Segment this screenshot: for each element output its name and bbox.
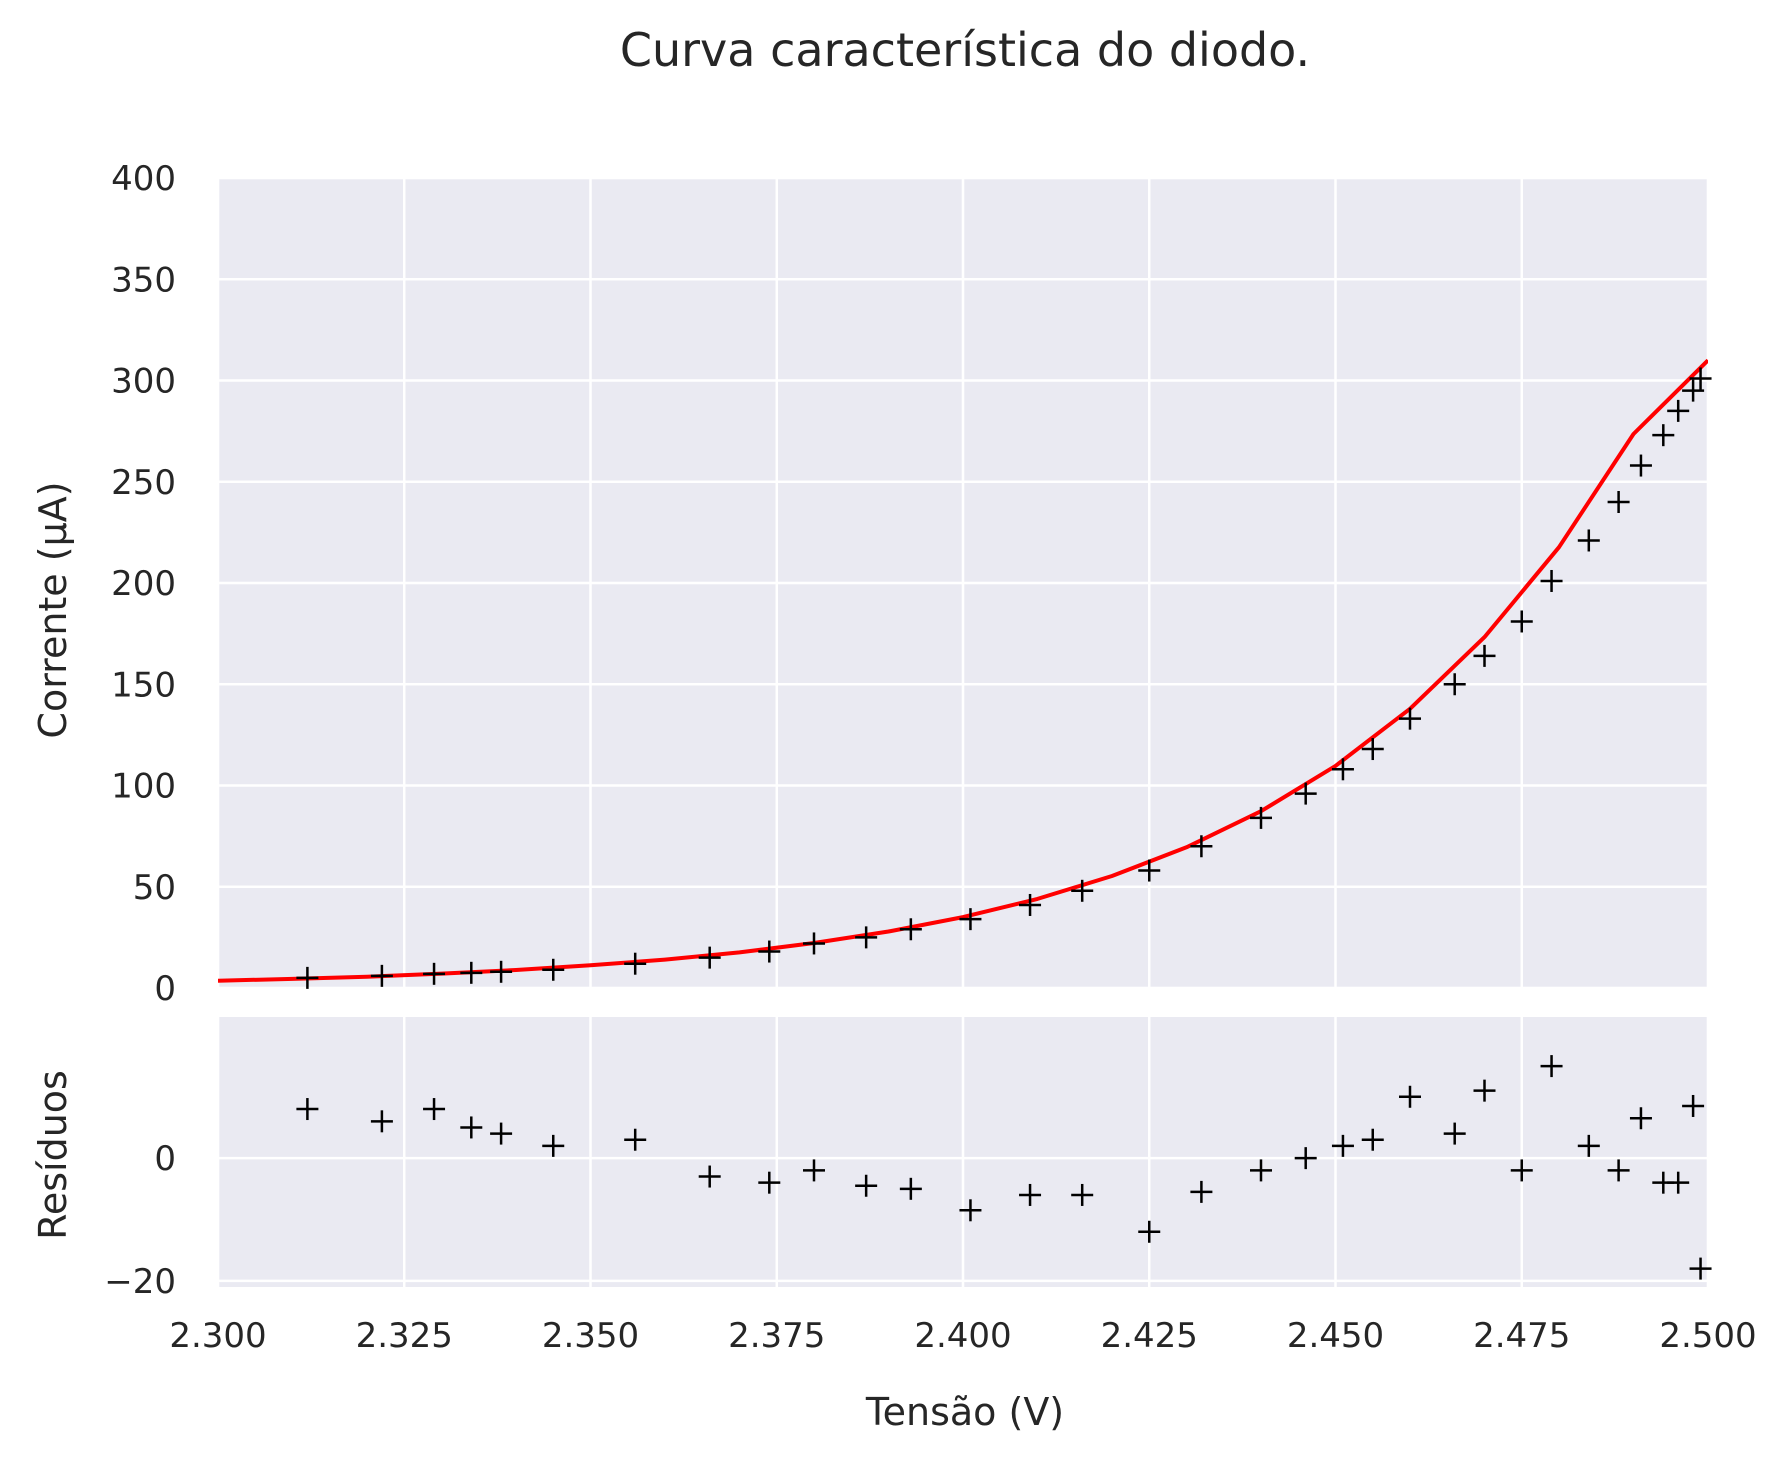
- residual-marker: [1250, 1159, 1272, 1182]
- x-tick-label: 2.400: [914, 1316, 1011, 1356]
- x-tick-label: 2.425: [1101, 1316, 1198, 1356]
- top-y-tick-label: 350: [111, 260, 176, 300]
- residual-marker: [1443, 1122, 1466, 1145]
- residual-marker: [1399, 1085, 1421, 1108]
- data-point-marker: [899, 918, 922, 941]
- data-point-marker: [855, 926, 878, 949]
- residual-marker: [959, 1199, 982, 1222]
- data-point-marker: [1473, 644, 1496, 667]
- data-point-marker: [1629, 454, 1652, 477]
- residual-marker: [1682, 1094, 1705, 1117]
- residual-marker: [803, 1159, 825, 1182]
- residual-marker: [1138, 1220, 1161, 1243]
- data-point-marker: [1443, 673, 1466, 696]
- bottom-y-tick-label: 0: [154, 1139, 176, 1179]
- residual-marker: [855, 1174, 878, 1197]
- residual-marker: [624, 1128, 647, 1151]
- top-y-tick-label: 400: [111, 159, 176, 199]
- residual-marker: [1361, 1128, 1384, 1151]
- chart-title: Curva característica do diodo.: [620, 23, 1310, 77]
- residual-marker: [423, 1098, 446, 1121]
- data-point-marker: [1607, 491, 1630, 513]
- data-point-marker: [1399, 707, 1421, 730]
- residual-marker: [1667, 1171, 1690, 1194]
- residual-marker: [1540, 1055, 1563, 1078]
- data-point-marker: [1689, 367, 1712, 390]
- x-tick-label: 2.450: [1287, 1316, 1384, 1356]
- residual-marker: [1331, 1134, 1354, 1157]
- residual-marker: [1294, 1147, 1317, 1170]
- data-point-marker: [1294, 782, 1317, 805]
- data-point-marker: [959, 908, 982, 931]
- data-point-marker: [1510, 610, 1533, 633]
- residual-marker: [698, 1165, 721, 1188]
- bottom-y-tick-label: −20: [104, 1262, 176, 1302]
- data-point-marker: [1361, 738, 1384, 761]
- residual-marker: [899, 1177, 922, 1200]
- top-y-tick-label: 0: [154, 969, 176, 1009]
- x-axis-label: Tensão (V): [865, 1390, 1064, 1434]
- data-point-marker: [423, 962, 446, 985]
- residual-marker: [1019, 1183, 1042, 1206]
- residual-marker: [1689, 1257, 1712, 1280]
- x-tick-label: 2.325: [356, 1316, 453, 1356]
- x-tick-label: 2.475: [1473, 1316, 1570, 1356]
- residual-marker: [1629, 1107, 1652, 1130]
- data-point-marker: [1540, 569, 1563, 592]
- data-point-marker: [1331, 758, 1354, 781]
- bottom-panel: 0 −20 2.300 2.325 2.350 2.375 2.400 2.425 2.450 2…: [104, 1017, 1757, 1356]
- data-point-marker: [1652, 424, 1675, 447]
- data-point-marker: [1682, 379, 1705, 402]
- residual-marker: [460, 1116, 483, 1139]
- data-point-marker: [490, 960, 513, 983]
- residual-marker: [1190, 1180, 1213, 1203]
- x-tick-label: 2.375: [728, 1316, 825, 1356]
- residual-marker: [370, 1110, 393, 1133]
- data-point-marker: [1138, 859, 1161, 882]
- bottom-y-axis-label: Resíduos: [31, 1070, 75, 1240]
- data-point-marker: [1019, 893, 1042, 916]
- top-y-tick-label: 50: [133, 868, 176, 908]
- residual-marker: [1607, 1159, 1630, 1182]
- residual-marker: [1577, 1134, 1600, 1157]
- top-y-tick-label: 100: [111, 767, 176, 807]
- top-panel: 0 50 100 150 200 250 300 350 400: [111, 159, 1712, 1009]
- data-point-marker: [296, 966, 319, 989]
- residual-marker: [1071, 1183, 1094, 1206]
- data-point-marker: [624, 952, 647, 975]
- top-y-tick-label: 200: [111, 564, 176, 604]
- top-y-axis-label: Corrente (μA): [31, 481, 75, 738]
- top-y-tick-label: 250: [111, 463, 176, 503]
- x-tick-label: 2.350: [542, 1316, 639, 1356]
- x-tick-label: 2.500: [1659, 1316, 1756, 1356]
- x-tick-label: 2.300: [169, 1316, 266, 1356]
- data-point-marker: [803, 932, 825, 955]
- residual-marker: [296, 1098, 319, 1121]
- residual-marker: [542, 1134, 565, 1157]
- data-point-marker: [1667, 399, 1690, 422]
- top-y-tick-label: 300: [111, 362, 176, 402]
- data-point-marker: [758, 940, 781, 963]
- data-point-marker: [370, 964, 393, 987]
- data-point-marker: [460, 961, 483, 984]
- data-point-marker: [1190, 835, 1213, 858]
- residual-marker: [490, 1122, 513, 1145]
- residual-marker: [758, 1171, 781, 1194]
- top-y-tick-label: 150: [111, 665, 176, 705]
- residual-marker: [1473, 1079, 1496, 1102]
- residual-marker: [1510, 1159, 1533, 1182]
- data-point-marker: [542, 958, 565, 981]
- data-point-marker: [698, 946, 721, 969]
- data-point-marker: [1071, 879, 1094, 902]
- data-point-marker: [1577, 529, 1600, 552]
- data-point-marker: [1250, 806, 1272, 829]
